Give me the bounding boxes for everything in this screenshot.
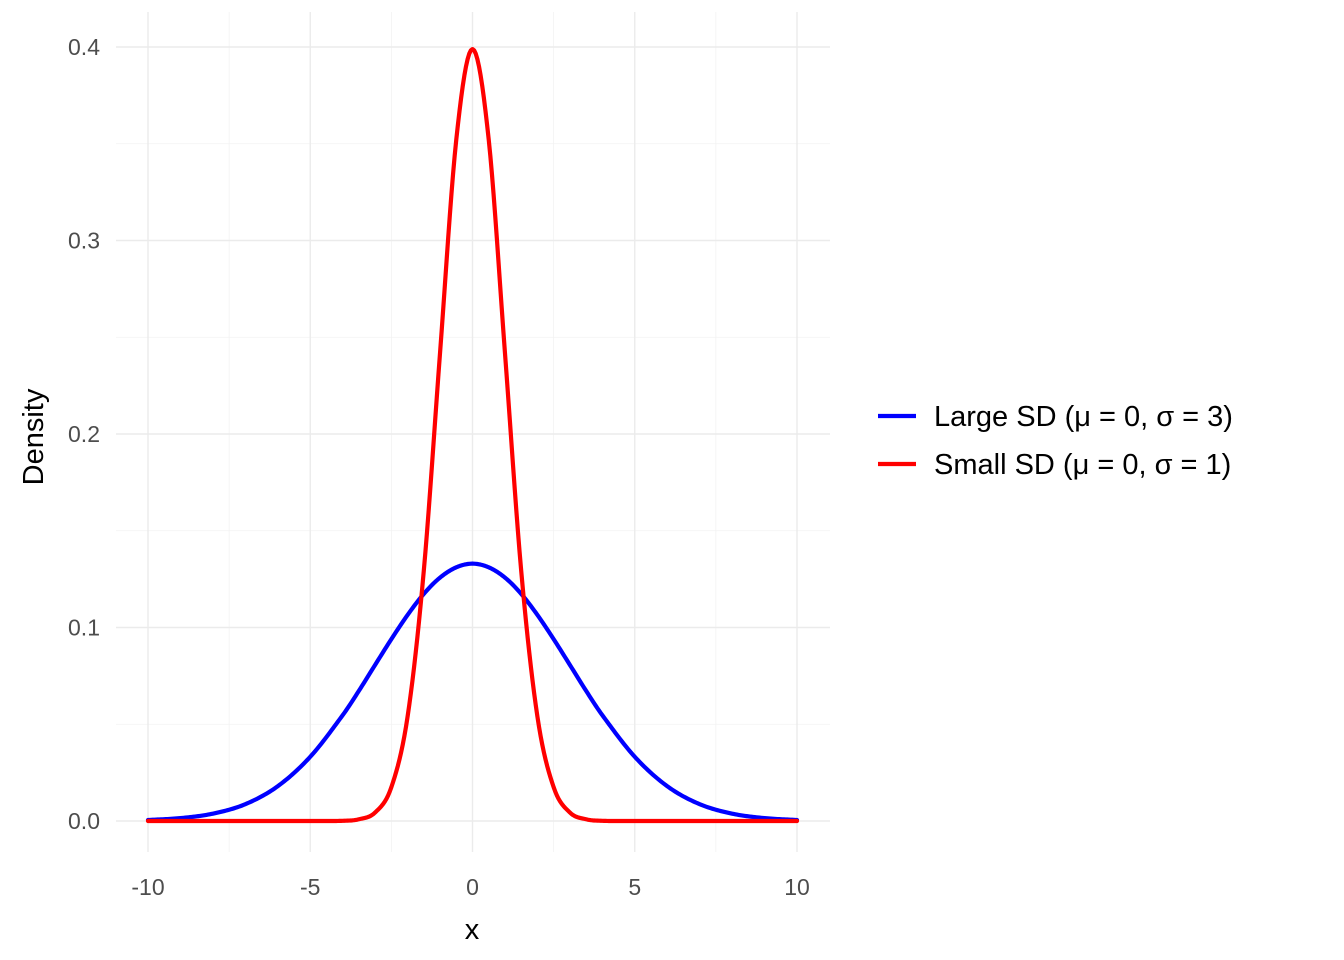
- x-tick-label: -5: [300, 874, 320, 900]
- grid: [116, 12, 830, 852]
- series-line-large-sd: [145, 561, 800, 823]
- series-lines: [145, 47, 800, 824]
- x-tick-label: 0: [466, 874, 479, 900]
- y-tick-label: 0.2: [68, 421, 100, 447]
- x-tick-label: -10: [131, 874, 164, 900]
- y-tick-label: 0.1: [68, 615, 100, 641]
- tick-labels: -10 -5 0 5 10 0.0 0.1 0.2 0.3 0.4: [68, 34, 810, 900]
- y-tick-label: 0.0: [68, 808, 100, 834]
- y-tick-label: 0.4: [68, 34, 100, 60]
- x-tick-label: 5: [628, 874, 641, 900]
- legend: Large SD (μ = 0, σ = 3) Small SD (μ = 0, …: [878, 401, 1233, 481]
- x-axis-title: x: [465, 914, 480, 946]
- y-axis-title: Density: [18, 388, 50, 485]
- x-tick-label: 10: [784, 874, 810, 900]
- legend-label-large-sd: Large SD (μ = 0, σ = 3): [934, 401, 1233, 433]
- y-tick-label: 0.3: [68, 228, 100, 254]
- series-line-small-sd: [145, 47, 800, 824]
- legend-label-small-sd: Small SD (μ = 0, σ = 1): [934, 449, 1231, 481]
